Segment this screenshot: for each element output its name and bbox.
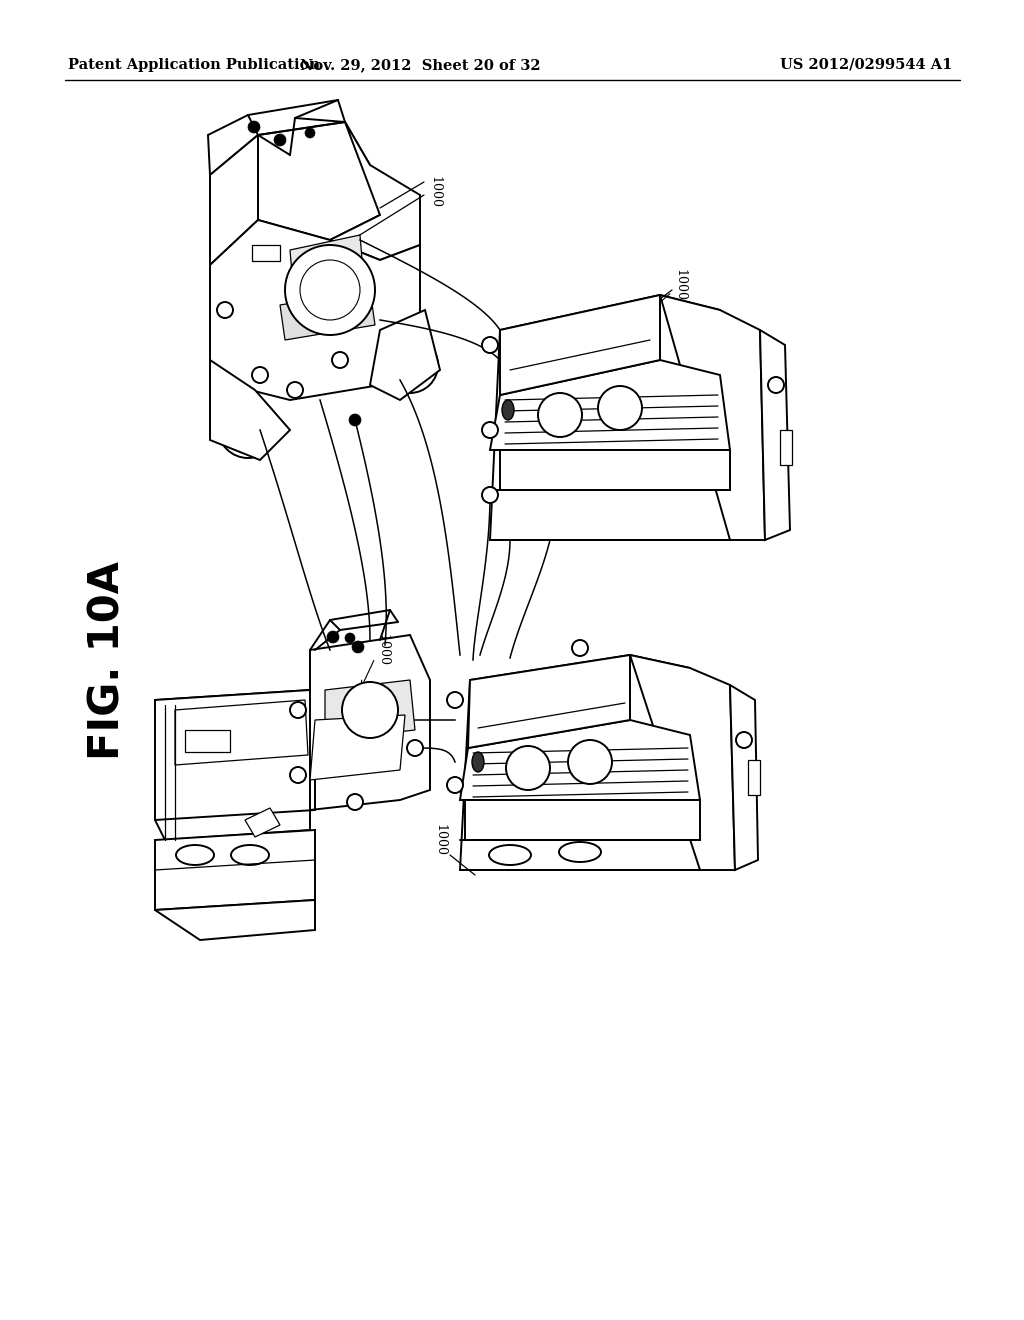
Polygon shape [210,360,290,459]
Polygon shape [490,294,730,540]
Circle shape [598,385,642,430]
Polygon shape [155,690,319,770]
Polygon shape [730,685,758,870]
Circle shape [290,702,306,718]
Text: 1000: 1000 [674,269,686,301]
Polygon shape [468,655,630,748]
Polygon shape [245,808,280,837]
Polygon shape [310,635,430,810]
Circle shape [327,631,339,643]
Circle shape [347,795,362,810]
Circle shape [285,246,375,335]
Circle shape [287,381,303,399]
Polygon shape [280,290,375,341]
Circle shape [768,378,784,393]
Ellipse shape [489,845,531,865]
Polygon shape [210,220,420,400]
Polygon shape [310,715,406,780]
Text: 1000: 1000 [377,634,389,667]
Polygon shape [330,121,420,260]
Circle shape [349,414,361,426]
Circle shape [447,777,463,793]
Ellipse shape [559,842,601,862]
Polygon shape [155,830,315,909]
Circle shape [736,733,752,748]
Polygon shape [760,330,790,540]
Polygon shape [325,680,415,741]
Circle shape [248,121,260,133]
Text: FIG. 10A: FIG. 10A [87,561,129,759]
Polygon shape [370,310,440,400]
Bar [252,246,280,261]
Circle shape [568,741,612,784]
Circle shape [217,302,233,318]
Circle shape [382,337,438,393]
Circle shape [300,260,360,319]
Polygon shape [210,135,258,265]
Text: 1000: 1000 [428,176,441,209]
Text: 1000: 1000 [433,824,446,855]
Bar [748,760,760,795]
Circle shape [482,487,498,503]
Ellipse shape [176,845,214,865]
Polygon shape [460,719,700,800]
Ellipse shape [472,752,484,772]
Bar [780,430,792,465]
Text: Patent Application Publication: Patent Application Publication [68,58,319,73]
Polygon shape [210,121,380,240]
Bar [500,450,730,490]
Ellipse shape [502,400,514,420]
Circle shape [305,128,315,139]
Polygon shape [460,655,700,870]
Polygon shape [155,690,319,840]
Ellipse shape [231,845,269,865]
Circle shape [332,352,348,368]
Circle shape [538,393,582,437]
Circle shape [345,634,355,643]
Text: US 2012/0299544 A1: US 2012/0299544 A1 [780,58,952,73]
Circle shape [274,135,286,147]
Circle shape [407,741,423,756]
Circle shape [218,399,278,458]
Polygon shape [500,294,660,395]
Polygon shape [630,655,735,870]
Circle shape [482,337,498,352]
Circle shape [572,640,588,656]
Polygon shape [660,294,765,540]
Circle shape [352,642,364,653]
Polygon shape [175,700,308,766]
Bar [185,730,230,752]
Polygon shape [155,900,315,940]
Bar [465,800,700,840]
Polygon shape [490,360,730,450]
Circle shape [482,422,498,438]
Circle shape [252,367,268,383]
Circle shape [447,692,463,708]
Circle shape [290,767,306,783]
Text: Nov. 29, 2012  Sheet 20 of 32: Nov. 29, 2012 Sheet 20 of 32 [300,58,541,73]
Circle shape [342,682,398,738]
Polygon shape [290,235,365,310]
Circle shape [506,746,550,789]
